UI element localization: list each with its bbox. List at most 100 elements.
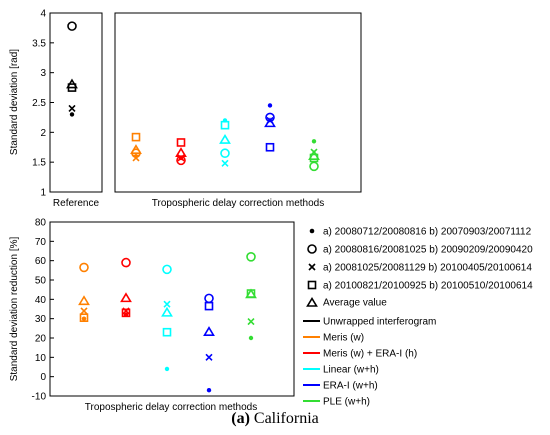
- reduction-panel: -10 0 10 20 30 40 50 60 70 80 Tropospheric delay …: [9, 218, 295, 413]
- legend-item-circle: a) 20080816/20081025 b) 20090209/2009042…: [307, 244, 533, 256]
- legend-item-cross: a) 20081025/20081129 b) 20100405/2010061…: [308, 263, 532, 274]
- triangle-data-point: [78, 295, 90, 306]
- reduction-plot-frame: [49, 221, 295, 397]
- legend-item-dot: a) 20080712/20080816 b) 20070903/2007111…: [309, 227, 532, 238]
- legend-methods: Unwrapped interferogram Meris (w) Meris (w…: [303, 317, 436, 408]
- circle-data-point: [162, 264, 172, 275]
- legend-label: a) 20081025/20081129 b) 20100405/2010061…: [323, 263, 532, 274]
- y-tick-label: 80: [35, 218, 47, 229]
- y-tick-label: 0: [40, 372, 46, 383]
- dot-data-point: [206, 388, 212, 393]
- cross-data-point: [80, 307, 88, 315]
- dot-data-point: [311, 139, 317, 144]
- dot-data-point: [81, 316, 87, 321]
- circle-data-point: [220, 148, 230, 159]
- square-data-point: [204, 301, 214, 311]
- triangle-data-point: [219, 134, 231, 144]
- y-tick-label: 1: [40, 188, 46, 199]
- circle-data-point: [79, 262, 89, 273]
- square-data-point: [131, 132, 141, 142]
- triangle-data-point: [161, 306, 173, 317]
- square-data-point: [265, 142, 275, 152]
- corrected-markers: [130, 103, 320, 172]
- dot-data-point: [248, 335, 254, 341]
- circle-data-point: [309, 161, 319, 172]
- circle-data-point: [246, 251, 256, 262]
- square-data-point: [79, 313, 89, 323]
- reference-markers: [66, 21, 78, 117]
- triangle-data-point: [308, 150, 320, 160]
- square-data-point: [162, 327, 172, 337]
- y-tick-label: 3.5: [32, 38, 46, 49]
- triangle-data-point: [245, 288, 257, 299]
- reduction-x-label: Tropospheric delay correction methods: [85, 402, 258, 413]
- legend-method-label: PLE (w+h): [323, 397, 370, 408]
- circle-data-point: [204, 293, 214, 304]
- cross-data-point: [68, 104, 76, 113]
- y-tick-label: 70: [35, 237, 47, 248]
- triangle-marker-icon: [306, 296, 318, 307]
- y-tick-label: 40: [35, 295, 47, 306]
- corrected-panel: Tropospheric delay correction methods: [114, 12, 362, 209]
- y-tick-label: 4: [40, 9, 46, 20]
- y-tick-label: 2: [40, 128, 46, 139]
- circle-data-point: [121, 257, 131, 268]
- y-tick-label: -10: [32, 392, 47, 403]
- triangle-data-point: [120, 292, 132, 303]
- dot-data-point: [69, 112, 75, 117]
- legend-method-label: ERA-I (w+h): [323, 381, 378, 392]
- y-tick-label: 30: [35, 314, 47, 325]
- caption-label: (a): [231, 410, 250, 427]
- reference-plot-frame: [49, 12, 103, 193]
- cross-data-point: [205, 353, 213, 361]
- y-tick-label: 3: [40, 68, 46, 79]
- reduction-y-label: Standard deviation reduction [%]: [9, 237, 20, 382]
- legend: a) 20080712/20080816 b) 20070903/2007111…: [303, 227, 533, 408]
- triangle-data-point: [203, 326, 215, 336]
- triangle-data-point: [66, 78, 78, 89]
- square-data-point: [121, 308, 131, 318]
- circle-marker-icon: [307, 244, 317, 254]
- reference-y-label: Standard deviation [rad]: [9, 49, 20, 155]
- reference-x-label: Reference: [53, 198, 100, 209]
- reduction-y-ticks: -10 0 10 20 30 40 50 60 70 80: [32, 218, 54, 403]
- reference-y-ticks: 1 1.5 2 2.5 3 3.5 4: [32, 9, 54, 199]
- corrected-plot-frame: [114, 12, 362, 193]
- y-tick-label: 10: [35, 353, 47, 364]
- triangle-data-point: [175, 147, 187, 158]
- caption-text: California: [253, 410, 319, 427]
- legend-method-label: Unwrapped interferogram: [323, 317, 436, 328]
- cross-marker-icon: [308, 263, 316, 271]
- y-tick-label: 50: [35, 276, 47, 287]
- y-tick-label: 2.5: [32, 98, 46, 109]
- reference-panel: 1 1.5 2 2.5 3 3.5 4 Reference Standard deviati…: [9, 9, 103, 209]
- dot-marker-icon: [309, 228, 315, 234]
- legend-label: a) 20080712/20080816 b) 20070903/2007111…: [323, 227, 532, 238]
- legend-label: a) 20080816/20081025 b) 20090209/2009042…: [323, 245, 533, 256]
- square-data-point: [220, 120, 230, 130]
- corrected-x-label: Tropospheric delay correction methods: [152, 198, 325, 209]
- y-tick-label: 1.5: [32, 158, 46, 169]
- legend-item-triangle: Average value: [306, 296, 387, 309]
- legend-label: a) 20100821/20100925 b) 20100510/2010061…: [323, 281, 533, 292]
- legend-method-label: Meris (w) + ERA-I (h): [323, 349, 417, 360]
- cross-data-point: [221, 159, 229, 167]
- legend-item-square: a) 20100821/20100925 b) 20100510/2010061…: [307, 280, 533, 292]
- cross-data-point: [132, 154, 140, 162]
- dot-data-point: [164, 366, 170, 372]
- y-tick-label: 60: [35, 256, 47, 267]
- square-marker-icon: [307, 280, 317, 290]
- cross-data-point: [247, 318, 255, 326]
- circle-data-point: [67, 21, 77, 31]
- figure-caption: (a) California: [0, 410, 550, 428]
- y-tick-label: 20: [35, 334, 47, 345]
- dot-data-point: [267, 103, 273, 108]
- triangle-data-point: [130, 144, 142, 155]
- square-data-point: [176, 138, 186, 147]
- legend-label: Average value: [323, 298, 387, 309]
- reduction-markers: [78, 251, 257, 393]
- legend-method-label: Meris (w): [323, 333, 364, 344]
- cross-data-point: [163, 300, 171, 308]
- triangle-data-point: [264, 117, 276, 128]
